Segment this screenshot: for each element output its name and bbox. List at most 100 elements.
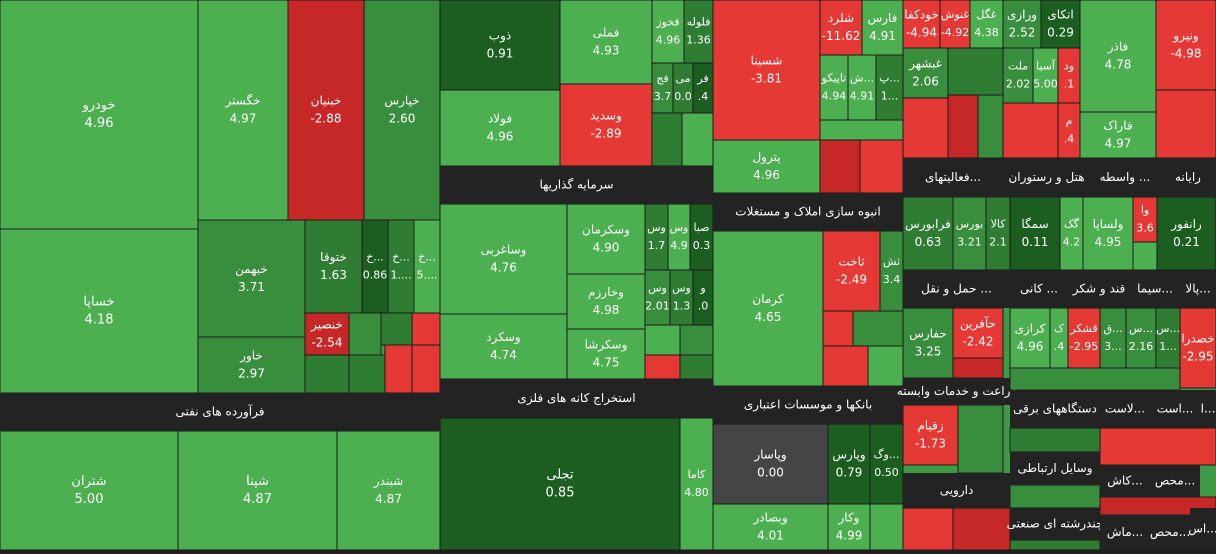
stock-tile[interactable] bbox=[847, 54, 877, 121]
stock-tile[interactable] bbox=[1156, 196, 1216, 271]
ticker-change: 0.21 bbox=[1173, 235, 1200, 249]
sector-header bbox=[903, 158, 1003, 197]
ticker-change: 4.96 bbox=[1017, 340, 1044, 354]
stock-tile[interactable] bbox=[1057, 47, 1081, 104]
ticker-change: 4.96 bbox=[656, 34, 681, 47]
stock-tile[interactable] bbox=[566, 203, 646, 275]
stock-tile[interactable] bbox=[902, 47, 949, 99]
stock-tile[interactable] bbox=[952, 307, 1004, 359]
ticker-name: خ... bbox=[392, 251, 410, 264]
stock-tile[interactable] bbox=[692, 269, 714, 326]
stock-tile[interactable] bbox=[566, 273, 646, 330]
sector-name: زراعت و خدمات وابسته bbox=[897, 384, 1017, 399]
stock-tile[interactable] bbox=[875, 54, 904, 121]
stock-tile[interactable] bbox=[559, 83, 653, 167]
stock-tile[interactable] bbox=[177, 430, 338, 551]
stock-tile[interactable] bbox=[1079, 0, 1157, 113]
ticker-change: 5.00 bbox=[1033, 78, 1058, 91]
stock-tile[interactable] bbox=[689, 203, 714, 271]
stock-tile[interactable] bbox=[985, 196, 1011, 271]
sector-name: سیما... bbox=[1137, 282, 1173, 296]
stock-tile[interactable] bbox=[669, 269, 694, 326]
stock-tile[interactable] bbox=[304, 312, 350, 356]
stock-tile[interactable] bbox=[819, 0, 863, 56]
ticker-change: 4.97 bbox=[1105, 137, 1132, 151]
stock-tile[interactable] bbox=[692, 62, 714, 114]
stock-tile[interactable] bbox=[1032, 47, 1059, 104]
sector-header bbox=[1010, 270, 1068, 308]
stock-tile[interactable] bbox=[439, 0, 561, 91]
stock-tile[interactable] bbox=[1132, 196, 1158, 243]
stock-tile[interactable] bbox=[869, 423, 904, 505]
stock-tile[interactable] bbox=[439, 203, 568, 315]
stock-tile[interactable] bbox=[1009, 307, 1051, 369]
ticker-name: وس bbox=[647, 221, 666, 234]
stock-tile[interactable] bbox=[902, 404, 959, 466]
ticker-name: ثاخت bbox=[838, 255, 864, 269]
stock-tile[interactable] bbox=[0, 0, 199, 230]
stock-tile[interactable] bbox=[1057, 102, 1081, 159]
sector-name: وسایل ارتباطی bbox=[1017, 461, 1092, 476]
stock-tile[interactable] bbox=[1179, 307, 1216, 389]
stock-tile[interactable] bbox=[667, 203, 691, 271]
stock-tile[interactable] bbox=[679, 417, 714, 551]
stock-tile[interactable] bbox=[644, 269, 671, 326]
stock-tile[interactable] bbox=[387, 219, 415, 314]
stock-tile[interactable] bbox=[644, 203, 669, 271]
stock-tile[interactable] bbox=[683, 0, 714, 64]
sector-header bbox=[1100, 390, 1150, 428]
stock-tile[interactable] bbox=[861, 0, 904, 56]
sector-name: انبوه سازی املاک و مستغلات bbox=[735, 205, 880, 220]
stock-tile[interactable] bbox=[439, 89, 561, 167]
ticker-name: شتران bbox=[71, 474, 106, 489]
stock-tile[interactable] bbox=[413, 219, 441, 314]
stock-tile[interactable] bbox=[1099, 307, 1127, 369]
stock-tile[interactable] bbox=[336, 430, 441, 551]
stock-tile[interactable] bbox=[952, 196, 987, 271]
ticker-name: وس bbox=[648, 282, 667, 295]
stock-tile[interactable] bbox=[672, 62, 694, 114]
stock-tile[interactable] bbox=[559, 0, 653, 85]
stock-tile[interactable] bbox=[439, 313, 568, 380]
stock-tile[interactable] bbox=[1155, 0, 1216, 91]
sector-header bbox=[1010, 452, 1100, 485]
stock-tile[interactable] bbox=[0, 430, 179, 551]
stock-tile[interactable] bbox=[827, 423, 871, 505]
stock-tile[interactable] bbox=[1059, 196, 1084, 271]
stock-tile[interactable] bbox=[197, 336, 306, 394]
stock-tile[interactable] bbox=[1009, 196, 1061, 271]
stock-tile[interactable] bbox=[712, 0, 821, 141]
stock-tile[interactable] bbox=[827, 503, 871, 551]
stock-tile[interactable] bbox=[969, 0, 1004, 49]
stock-tile[interactable] bbox=[712, 139, 821, 194]
stock-tile[interactable] bbox=[1125, 307, 1157, 369]
ticker-change: 2.02 bbox=[1006, 78, 1031, 91]
stock-tile[interactable] bbox=[1082, 196, 1134, 271]
stock-tile[interactable] bbox=[197, 0, 289, 221]
stock-tile[interactable] bbox=[439, 417, 681, 551]
stock-tile[interactable] bbox=[1002, 47, 1034, 104]
stock-tile[interactable] bbox=[651, 62, 674, 114]
stock-tile[interactable] bbox=[304, 219, 363, 314]
stock-tile[interactable] bbox=[363, 0, 441, 221]
stock-tile[interactable] bbox=[0, 228, 199, 394]
stock-tile[interactable] bbox=[1079, 111, 1157, 159]
ticker-name: وسکرمان bbox=[582, 223, 630, 238]
stock-tile[interactable] bbox=[287, 0, 365, 221]
stock-tile[interactable] bbox=[819, 54, 849, 121]
stock-tile[interactable] bbox=[566, 328, 646, 380]
stock-tile[interactable] bbox=[1049, 307, 1069, 369]
stock-tile[interactable] bbox=[1067, 307, 1101, 369]
stock-tile[interactable] bbox=[902, 307, 954, 379]
stock-tile[interactable] bbox=[1155, 307, 1181, 369]
stock-tile[interactable] bbox=[712, 230, 824, 387]
stock-tile[interactable] bbox=[822, 230, 881, 312]
tile bbox=[819, 119, 904, 141]
stock-tile[interactable] bbox=[361, 219, 389, 314]
stock-tile[interactable] bbox=[879, 230, 904, 312]
stock-tile[interactable] bbox=[651, 0, 685, 64]
sector-header bbox=[1068, 270, 1130, 308]
stock-tile[interactable] bbox=[712, 423, 829, 505]
stock-tile[interactable] bbox=[902, 196, 954, 271]
stock-tile[interactable] bbox=[197, 219, 306, 338]
